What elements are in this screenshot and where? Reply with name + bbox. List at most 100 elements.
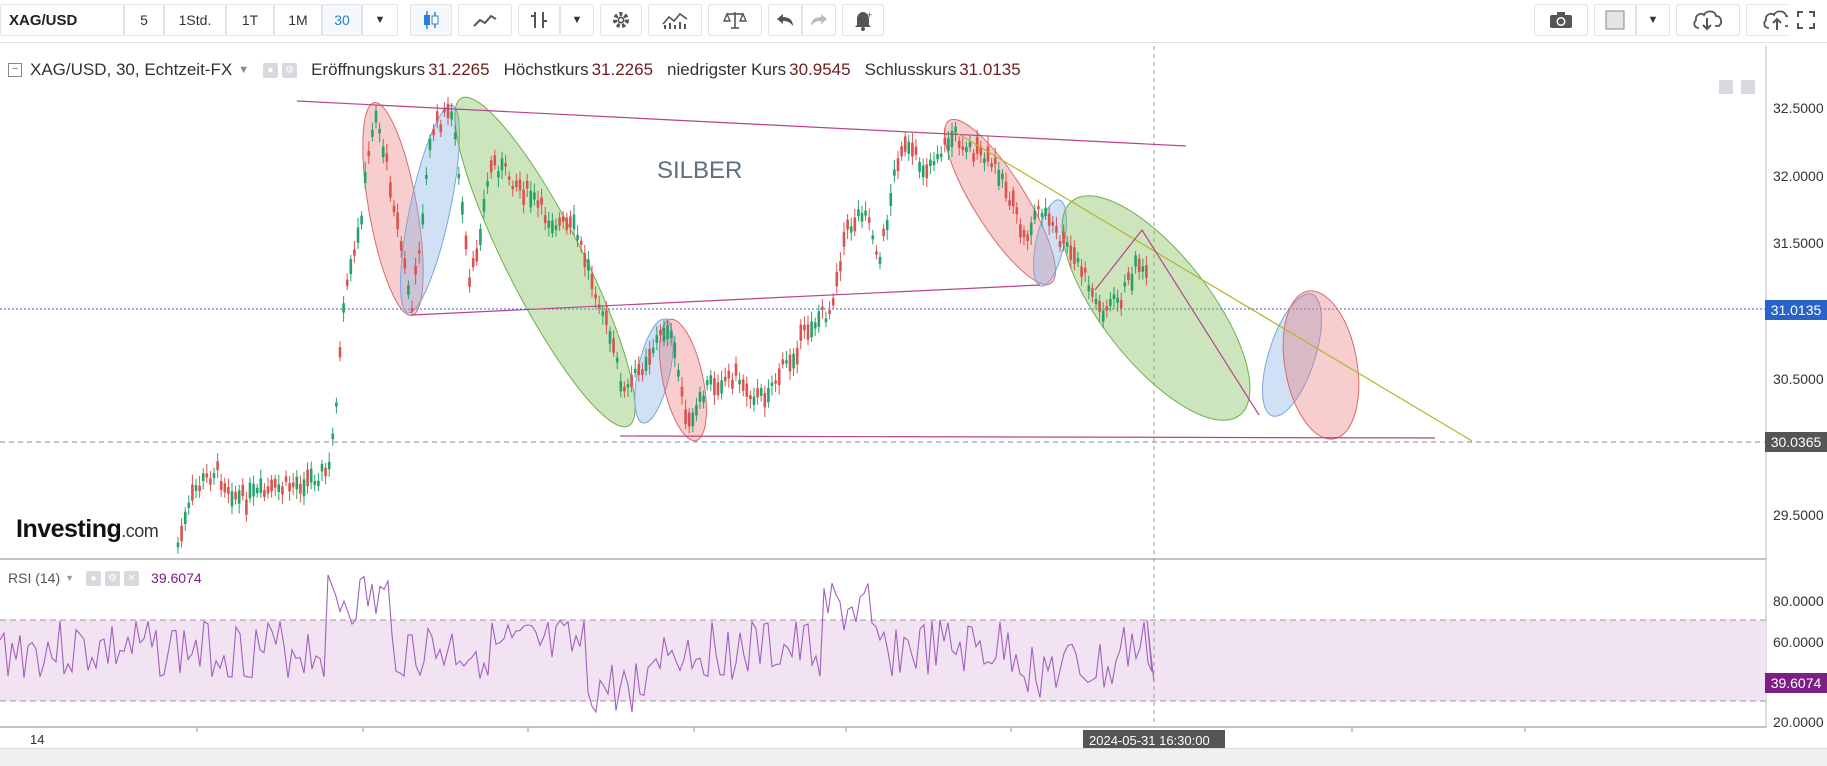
- visibility-icon[interactable]: ●: [263, 62, 279, 78]
- chart-annotation-text[interactable]: SILBER: [657, 157, 742, 184]
- shape-ellipse[interactable]: [1030, 168, 1283, 449]
- candle-body: [623, 386, 626, 392]
- price-tick: 32.5000: [1773, 100, 1824, 116]
- candle-body: [817, 311, 821, 327]
- candle-body: [216, 461, 219, 471]
- candle-body: [713, 378, 716, 396]
- candle-body: [1134, 255, 1137, 267]
- candle-body: [903, 136, 907, 152]
- candle-body: [936, 153, 939, 160]
- candle-body: [1076, 257, 1080, 263]
- compare-button[interactable]: [708, 4, 762, 36]
- candle-body: [1105, 306, 1109, 311]
- candle-body: [504, 163, 507, 167]
- candle-body: [360, 215, 363, 225]
- candle-body: [583, 253, 587, 268]
- candle-body: [299, 483, 302, 494]
- candle-body: [1130, 274, 1134, 291]
- collapse-legend-icon[interactable]: −: [8, 63, 22, 77]
- candle-body: [237, 490, 241, 504]
- candle-chart-type-button[interactable]: [410, 4, 452, 36]
- trend-line-projection[interactable]: [1094, 228, 1260, 416]
- interval-5-button[interactable]: 5: [124, 4, 164, 36]
- trend-line-support[interactable]: [619, 435, 1436, 439]
- candle-body: [662, 328, 666, 342]
- shape-ellipse[interactable]: [1273, 285, 1370, 445]
- interval-1h-button[interactable]: 1Std.: [164, 4, 226, 36]
- candle-body: [410, 308, 414, 312]
- trend-line-neckline[interactable]: [411, 284, 1041, 316]
- pane-collapse-button[interactable]: [1741, 80, 1755, 94]
- candle-body: [648, 348, 651, 365]
- candle-body: [486, 181, 489, 187]
- interval-1m-button[interactable]: 1M: [274, 4, 322, 36]
- trend-line-downtrend[interactable]: [954, 131, 1473, 442]
- candle-body: [320, 464, 324, 472]
- bottom-scroll-bar[interactable]: [0, 748, 1827, 766]
- undo-button[interactable]: [768, 4, 802, 36]
- redo-button[interactable]: [802, 4, 836, 36]
- screenshot-button[interactable]: [1534, 4, 1588, 36]
- candle-body: [1065, 241, 1069, 247]
- rsi-line: [0, 574, 1155, 714]
- shape-ellipse[interactable]: [428, 81, 663, 443]
- candle-body: [1112, 294, 1116, 299]
- trend-line-upper[interactable]: [296, 100, 1187, 147]
- price-tick: 29.5000: [1773, 507, 1824, 523]
- line-chart-type-button[interactable]: [458, 4, 512, 36]
- interval-dropdown-button[interactable]: ▼: [362, 4, 398, 36]
- interval-30-button[interactable]: 30: [322, 4, 362, 36]
- candle-body: [576, 234, 579, 240]
- candle-body: [1101, 310, 1105, 322]
- interval-1d-button[interactable]: 1T: [226, 4, 274, 36]
- candle-body: [849, 226, 853, 233]
- pane-move-down-button[interactable]: [1719, 80, 1733, 94]
- drawing-layer[interactable]: [351, 81, 1370, 449]
- candle-body: [353, 249, 356, 256]
- fullscreen-button[interactable]: [1788, 4, 1824, 36]
- candle-body: [993, 157, 997, 165]
- candle-body: [536, 200, 540, 208]
- bar-chart-type-button[interactable]: [518, 4, 560, 36]
- candle-body: [331, 433, 335, 440]
- trend-lines[interactable]: [296, 100, 1473, 442]
- candle-body: [785, 360, 788, 364]
- close-value: 31.0135: [959, 60, 1021, 79]
- candle-body: [234, 491, 237, 500]
- candle-body: [291, 482, 295, 488]
- chart-canvas[interactable]: 32.5000 32.0000 31.5000 30.5000 29.5000 …: [0, 0, 1827, 748]
- gear-icon[interactable]: ⚙: [105, 570, 121, 586]
- candle-body: [1044, 207, 1047, 216]
- visibility-icon[interactable]: ●: [86, 570, 102, 586]
- candle-body: [335, 402, 338, 407]
- shape-ellipse[interactable]: [651, 315, 716, 445]
- candle-body: [947, 138, 950, 151]
- current-price-tag: 31.0135: [1765, 300, 1827, 320]
- candle-body: [630, 374, 633, 388]
- candle-body: [943, 137, 947, 145]
- camera-icon: [1550, 12, 1572, 28]
- candle-body: [957, 140, 961, 148]
- candle-body: [968, 141, 972, 148]
- close-icon[interactable]: ✕: [124, 570, 140, 586]
- load-chart-button[interactable]: [1676, 4, 1740, 36]
- indicators-button[interactable]: [648, 4, 702, 36]
- chevron-down-icon[interactable]: ▼: [238, 64, 250, 76]
- shape-ellipse[interactable]: [1250, 287, 1333, 423]
- gear-icon[interactable]: ⚙: [282, 62, 298, 78]
- layout-button[interactable]: [1594, 4, 1636, 36]
- candle-body: [929, 159, 932, 167]
- candle-body: [619, 381, 623, 392]
- chart-type-dropdown-button[interactable]: ▼: [560, 4, 594, 36]
- candle-body: [882, 228, 885, 237]
- ohlc-bar-icon: [531, 12, 547, 28]
- layout-dropdown-button[interactable]: ▼: [1636, 4, 1670, 36]
- price-axis[interactable]: 32.5000 32.0000 31.5000 30.5000 29.5000 …: [1773, 100, 1824, 730]
- symbol-search-input[interactable]: XAG/USD: [0, 4, 124, 36]
- settings-button[interactable]: [600, 4, 642, 36]
- candle-body: [252, 483, 255, 497]
- chevron-down-icon[interactable]: ▼: [65, 573, 75, 583]
- alert-button[interactable]: +: [842, 4, 884, 36]
- candle-body: [950, 131, 954, 148]
- candle-body: [813, 322, 817, 329]
